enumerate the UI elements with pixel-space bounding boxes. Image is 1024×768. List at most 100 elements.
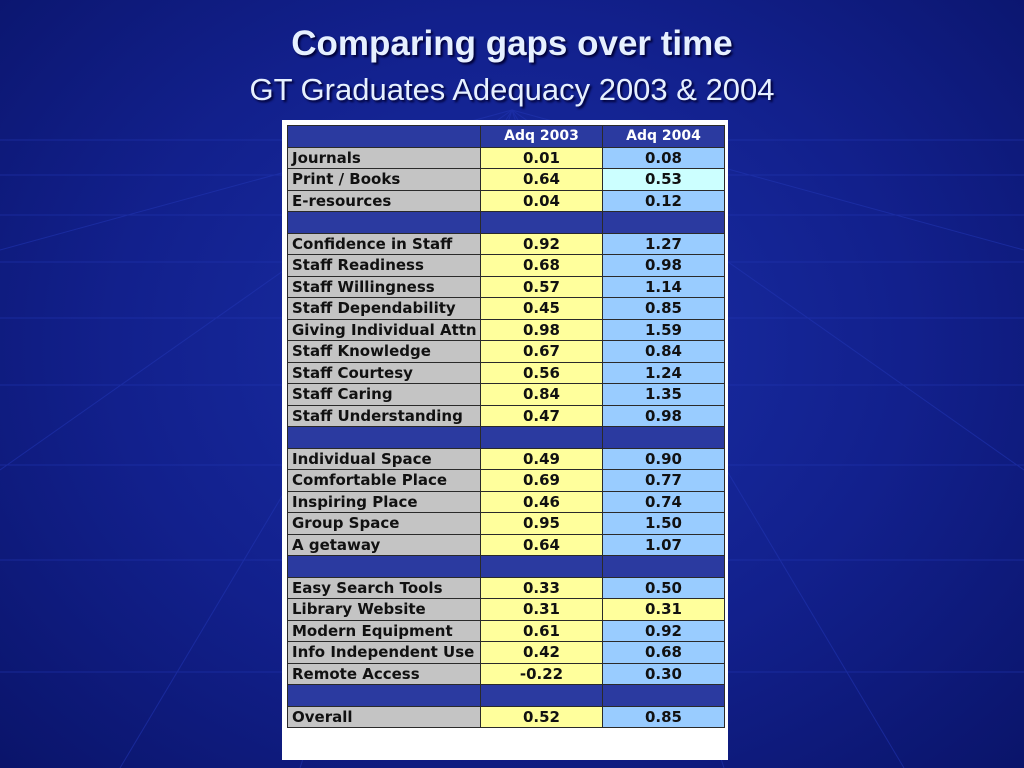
table-row: Print / Books 0.64 0.53 xyxy=(287,168,725,191)
row-label: Staff Caring xyxy=(287,383,481,406)
adq-2004-value: 0.30 xyxy=(602,662,725,685)
adq-2003-value: 0.49 xyxy=(480,447,603,470)
adq-2003-value: 0.01 xyxy=(480,146,603,169)
row-label: Group Space xyxy=(287,512,481,535)
row-label: Journals xyxy=(287,146,481,169)
header-corner xyxy=(287,125,481,148)
adq-2004-value: 1.59 xyxy=(602,318,725,341)
row-label: Remote Access xyxy=(287,662,481,685)
row-label: Modern Equipment xyxy=(287,619,481,642)
adq-2003-value: 0.68 xyxy=(480,254,603,277)
table-row: Remote Access -0.22 0.30 xyxy=(287,662,725,685)
header-adq-2004: Adq 2004 xyxy=(602,125,725,148)
separator-row xyxy=(287,211,725,234)
adq-2004-value: 0.98 xyxy=(602,254,725,277)
adq-2003-value: 0.57 xyxy=(480,275,603,298)
adq-2004-value: 0.53 xyxy=(602,168,725,191)
separator-cell xyxy=(287,555,481,578)
table-row: Giving Individual Attn 0.98 1.59 xyxy=(287,318,725,341)
row-label: Info Independent Use xyxy=(287,641,481,664)
row-label: Staff Willingness xyxy=(287,275,481,298)
table-row: Staff Understanding 0.47 0.98 xyxy=(287,404,725,427)
row-label: Staff Knowledge xyxy=(287,340,481,363)
row-label: Staff Courtesy xyxy=(287,361,481,384)
table-row: Journals 0.01 0.08 xyxy=(287,146,725,169)
table-row: Library Website 0.31 0.31 xyxy=(287,598,725,621)
separator-cell xyxy=(602,211,725,234)
adq-2004-value: 0.77 xyxy=(602,469,725,492)
row-label: Confidence in Staff xyxy=(287,232,481,255)
table-row: Group Space 0.95 1.50 xyxy=(287,512,725,535)
adq-2004-value: 1.35 xyxy=(602,383,725,406)
adequacy-table: Adq 2003 Adq 2004 Journals 0.01 0.08 Print … xyxy=(287,125,725,728)
adq-2003-value: 0.92 xyxy=(480,232,603,255)
adq-2003-value: 0.95 xyxy=(480,512,603,535)
adq-2004-value: 0.68 xyxy=(602,641,725,664)
row-label: Library Website xyxy=(287,598,481,621)
adq-2004-value: 0.84 xyxy=(602,340,725,363)
adq-2003-value: 0.31 xyxy=(480,598,603,621)
adq-2003-value: 0.04 xyxy=(480,189,603,212)
adq-2003-value: 0.69 xyxy=(480,469,603,492)
separator-cell xyxy=(287,426,481,449)
adq-2003-value: 0.33 xyxy=(480,576,603,599)
adq-2004-value: 1.07 xyxy=(602,533,725,556)
adq-2004-value: 0.92 xyxy=(602,619,725,642)
adq-2004-value: 0.85 xyxy=(602,297,725,320)
adq-2003-value: 0.52 xyxy=(480,705,603,728)
table-row: Individual Space 0.49 0.90 xyxy=(287,447,725,470)
adq-2004-value: 0.12 xyxy=(602,189,725,212)
separator-row xyxy=(287,555,725,578)
adq-2003-value: -0.22 xyxy=(480,662,603,685)
separator-cell xyxy=(480,555,603,578)
row-label: Easy Search Tools xyxy=(287,576,481,599)
table-row: Staff Courtesy 0.56 1.24 xyxy=(287,361,725,384)
adq-2004-value: 0.85 xyxy=(602,705,725,728)
table-row: Staff Knowledge 0.67 0.84 xyxy=(287,340,725,363)
row-label: A getaway xyxy=(287,533,481,556)
separator-row xyxy=(287,426,725,449)
adq-2003-value: 0.46 xyxy=(480,490,603,513)
table-row: Staff Dependability 0.45 0.85 xyxy=(287,297,725,320)
table-row: Inspiring Place 0.46 0.74 xyxy=(287,490,725,513)
adq-2004-value: 0.31 xyxy=(602,598,725,621)
table-row: Comfortable Place 0.69 0.77 xyxy=(287,469,725,492)
separator-cell xyxy=(480,426,603,449)
separator-cell xyxy=(602,426,725,449)
row-label: Staff Dependability xyxy=(287,297,481,320)
table-row: A getaway 0.64 1.07 xyxy=(287,533,725,556)
adq-2003-value: 0.64 xyxy=(480,533,603,556)
header-row: Adq 2003 Adq 2004 xyxy=(287,125,725,148)
separator-cell xyxy=(480,684,603,707)
adq-2003-value: 0.56 xyxy=(480,361,603,384)
row-label: Giving Individual Attn xyxy=(287,318,481,341)
separator-cell xyxy=(602,684,725,707)
adq-2003-value: 0.64 xyxy=(480,168,603,191)
separator-row xyxy=(287,684,725,707)
header-adq-2003: Adq 2003 xyxy=(480,125,603,148)
table-row: Easy Search Tools 0.33 0.50 xyxy=(287,576,725,599)
adq-2003-value: 0.67 xyxy=(480,340,603,363)
table-row: Modern Equipment 0.61 0.92 xyxy=(287,619,725,642)
table-body: Journals 0.01 0.08 Print / Books 0.64 0.53 E-r… xyxy=(287,146,725,728)
adq-2004-value: 1.24 xyxy=(602,361,725,384)
slide-subtitle: GT Graduates Adequacy 2003 & 2004 xyxy=(249,72,775,107)
adq-2003-value: 0.47 xyxy=(480,404,603,427)
row-label: Comfortable Place xyxy=(287,469,481,492)
separator-cell xyxy=(602,555,725,578)
table-row: Info Independent Use 0.42 0.68 xyxy=(287,641,725,664)
table-row: Staff Caring 0.84 1.35 xyxy=(287,383,725,406)
adq-2003-value: 0.42 xyxy=(480,641,603,664)
row-label: Staff Readiness xyxy=(287,254,481,277)
adq-2003-value: 0.61 xyxy=(480,619,603,642)
adq-2003-value: 0.45 xyxy=(480,297,603,320)
table-frame: Adq 2003 Adq 2004 Journals 0.01 0.08 Print … xyxy=(282,120,728,760)
table-row: Overall 0.52 0.85 xyxy=(287,705,725,728)
adq-2004-value: 0.74 xyxy=(602,490,725,513)
row-label: E-resources xyxy=(287,189,481,212)
adq-2004-value: 1.27 xyxy=(602,232,725,255)
table-row: Confidence in Staff 0.92 1.27 xyxy=(287,232,725,255)
row-label: Overall xyxy=(287,705,481,728)
adq-2004-value: 0.98 xyxy=(602,404,725,427)
row-label: Inspiring Place xyxy=(287,490,481,513)
